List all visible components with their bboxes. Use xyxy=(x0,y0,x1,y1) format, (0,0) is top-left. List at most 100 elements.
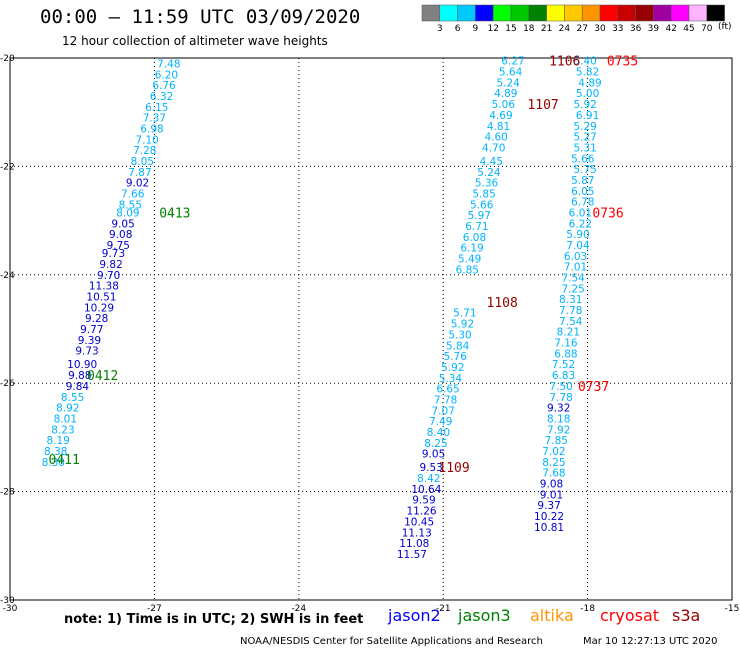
wave-height-color-legend: 3 6 9 12 15 18 21 24 27 30 33 36 39 42 45 70 xyxy=(421,4,725,34)
swh-value: 6.78 xyxy=(571,197,594,209)
swh-value: 6.27 xyxy=(501,56,524,68)
footer-note: note: 1) Time is in UTC; 2) SWH is in fe… xyxy=(64,612,364,627)
pass-labels: 0413 0412 0411 1106 1107 1108 1109 0735 0736 0737 xyxy=(49,55,639,476)
swh-value: 11.13 xyxy=(402,527,432,539)
legend-swatch xyxy=(670,4,690,22)
pass-time-label: 0412 xyxy=(87,369,118,384)
swh-value: 8.23 xyxy=(51,424,74,436)
pass-time-label: 0411 xyxy=(49,453,80,468)
swh-value: 8.25 xyxy=(542,457,565,469)
legend-swatch xyxy=(635,4,654,22)
swh-value: 5.87 xyxy=(571,175,594,187)
pass-time-label: 0735 xyxy=(607,55,638,70)
page-subtitle: 12 hour collection of altimeter wave hei… xyxy=(62,34,328,48)
legend-swatch xyxy=(564,4,583,22)
legend-tick-label: 6 xyxy=(455,24,461,34)
swh-value: 5.66 xyxy=(470,199,494,211)
legend-tick-label: 45 xyxy=(683,24,694,34)
pass-time-label: 0736 xyxy=(592,206,623,221)
swh-value: 8.18 xyxy=(547,413,570,425)
y-tick-label: -30 xyxy=(0,596,15,606)
swh-value: 10.45 xyxy=(404,516,434,528)
swh-value: 6.98 xyxy=(140,123,163,135)
swh-value: 6.65 xyxy=(436,384,459,396)
grid xyxy=(10,58,732,600)
pass-time-label: 1107 xyxy=(527,98,558,113)
footer-credit: NOAA/NESDIS Center for Satellite Applica… xyxy=(240,636,543,647)
swh-value: 7.66 xyxy=(121,189,145,201)
legend-tick-label: 24 xyxy=(559,24,571,34)
swh-value: 5.85 xyxy=(472,189,495,201)
y-tick-label: -26 xyxy=(0,379,15,389)
legend-tick-label: 12 xyxy=(487,24,498,34)
swh-value: 9.39 xyxy=(78,335,101,347)
legend-tick-label: 36 xyxy=(630,24,642,34)
swh-value: 6.15 xyxy=(145,102,168,114)
swh-value: 9.73 xyxy=(102,248,125,260)
legend-tick-label: 21 xyxy=(541,24,552,34)
pass-time-label: 1108 xyxy=(487,296,518,311)
swh-value: 7.68 xyxy=(542,468,565,480)
swh-value: 8.92 xyxy=(56,403,79,415)
swh-value: 5.92 xyxy=(573,99,596,111)
swh-value: 7.25 xyxy=(561,283,584,295)
satellite-jason2: jason2 xyxy=(388,606,441,625)
swh-value: 4.60 xyxy=(484,132,507,144)
swh-value: 9.32 xyxy=(547,403,570,415)
legend-swatch xyxy=(492,4,512,22)
swh-value: 9.82 xyxy=(99,259,122,271)
swh-value: 10.22 xyxy=(534,511,564,523)
swh-value: 5.71 xyxy=(453,308,476,320)
swh-value: 11.08 xyxy=(399,538,429,550)
swh-value: 5.36 xyxy=(475,178,499,190)
x-tick-label: -18 xyxy=(580,604,595,614)
swh-value: 5.64 xyxy=(499,67,523,79)
legend-swatch xyxy=(581,4,601,22)
swh-value: 5.82 xyxy=(576,67,599,79)
legend-swatch xyxy=(688,4,708,22)
legend-tick-label: 42 xyxy=(665,24,676,34)
swh-value: 4.69 xyxy=(489,110,512,122)
swh-values: 7.486.206.766.326.157.376.987.107.288.05… xyxy=(42,56,602,561)
swh-value: 7.85 xyxy=(545,435,568,447)
swh-value: 5.76 xyxy=(444,351,468,363)
swh-value: 9.37 xyxy=(537,500,560,512)
legend-tick-label: 27 xyxy=(576,24,587,34)
swh-value: 10.64 xyxy=(411,484,441,496)
swh-value: 4.89 xyxy=(494,88,517,100)
swh-value: 5.00 xyxy=(576,88,599,100)
swh-value: 11.38 xyxy=(89,281,119,293)
swh-value: 8.25 xyxy=(424,438,447,450)
y-tick-label: -22 xyxy=(0,162,15,172)
legend-tick-label: 39 xyxy=(648,24,660,34)
swh-value: 4.70 xyxy=(482,142,505,154)
swh-value: 8.55 xyxy=(61,392,84,404)
swh-value: 5.90 xyxy=(566,229,589,241)
swh-value: 8.55 xyxy=(119,199,142,211)
swh-value: 6.88 xyxy=(554,348,577,360)
swh-value: 7.54 xyxy=(559,316,583,328)
x-tick-label: -24 xyxy=(291,604,306,614)
swh-value: 8.30 xyxy=(42,457,65,469)
swh-value: 7.01 xyxy=(564,262,587,274)
swh-value: 7.52 xyxy=(552,359,575,371)
legend-tick-label: 70 xyxy=(701,24,713,34)
swh-value: 7.28 xyxy=(133,145,156,157)
swh-value: 10.29 xyxy=(84,302,114,314)
swh-value: 9.05 xyxy=(422,449,445,461)
legend-swatch xyxy=(546,4,565,22)
swh-value: 7.02 xyxy=(542,446,565,458)
pass-time-label: 0737 xyxy=(578,380,609,395)
swh-value: 5.31 xyxy=(573,142,596,154)
y-tick-label: -24 xyxy=(0,271,15,281)
swh-value: 10.90 xyxy=(67,359,97,371)
swh-value: 9.28 xyxy=(85,313,108,325)
swh-value: 9.73 xyxy=(75,346,98,358)
satellite-cryosat: cryosat xyxy=(600,606,660,625)
axis-ticks: -30 -27 -24 -21 -18 -15 -20 -22 -24 -26 -28 -30 xyxy=(0,54,739,614)
legend-tick-label: 18 xyxy=(523,24,535,34)
swh-value: 7.78 xyxy=(434,394,457,406)
swh-value: 4.45 xyxy=(480,156,503,168)
legend-tick-label: 3 xyxy=(437,24,443,34)
